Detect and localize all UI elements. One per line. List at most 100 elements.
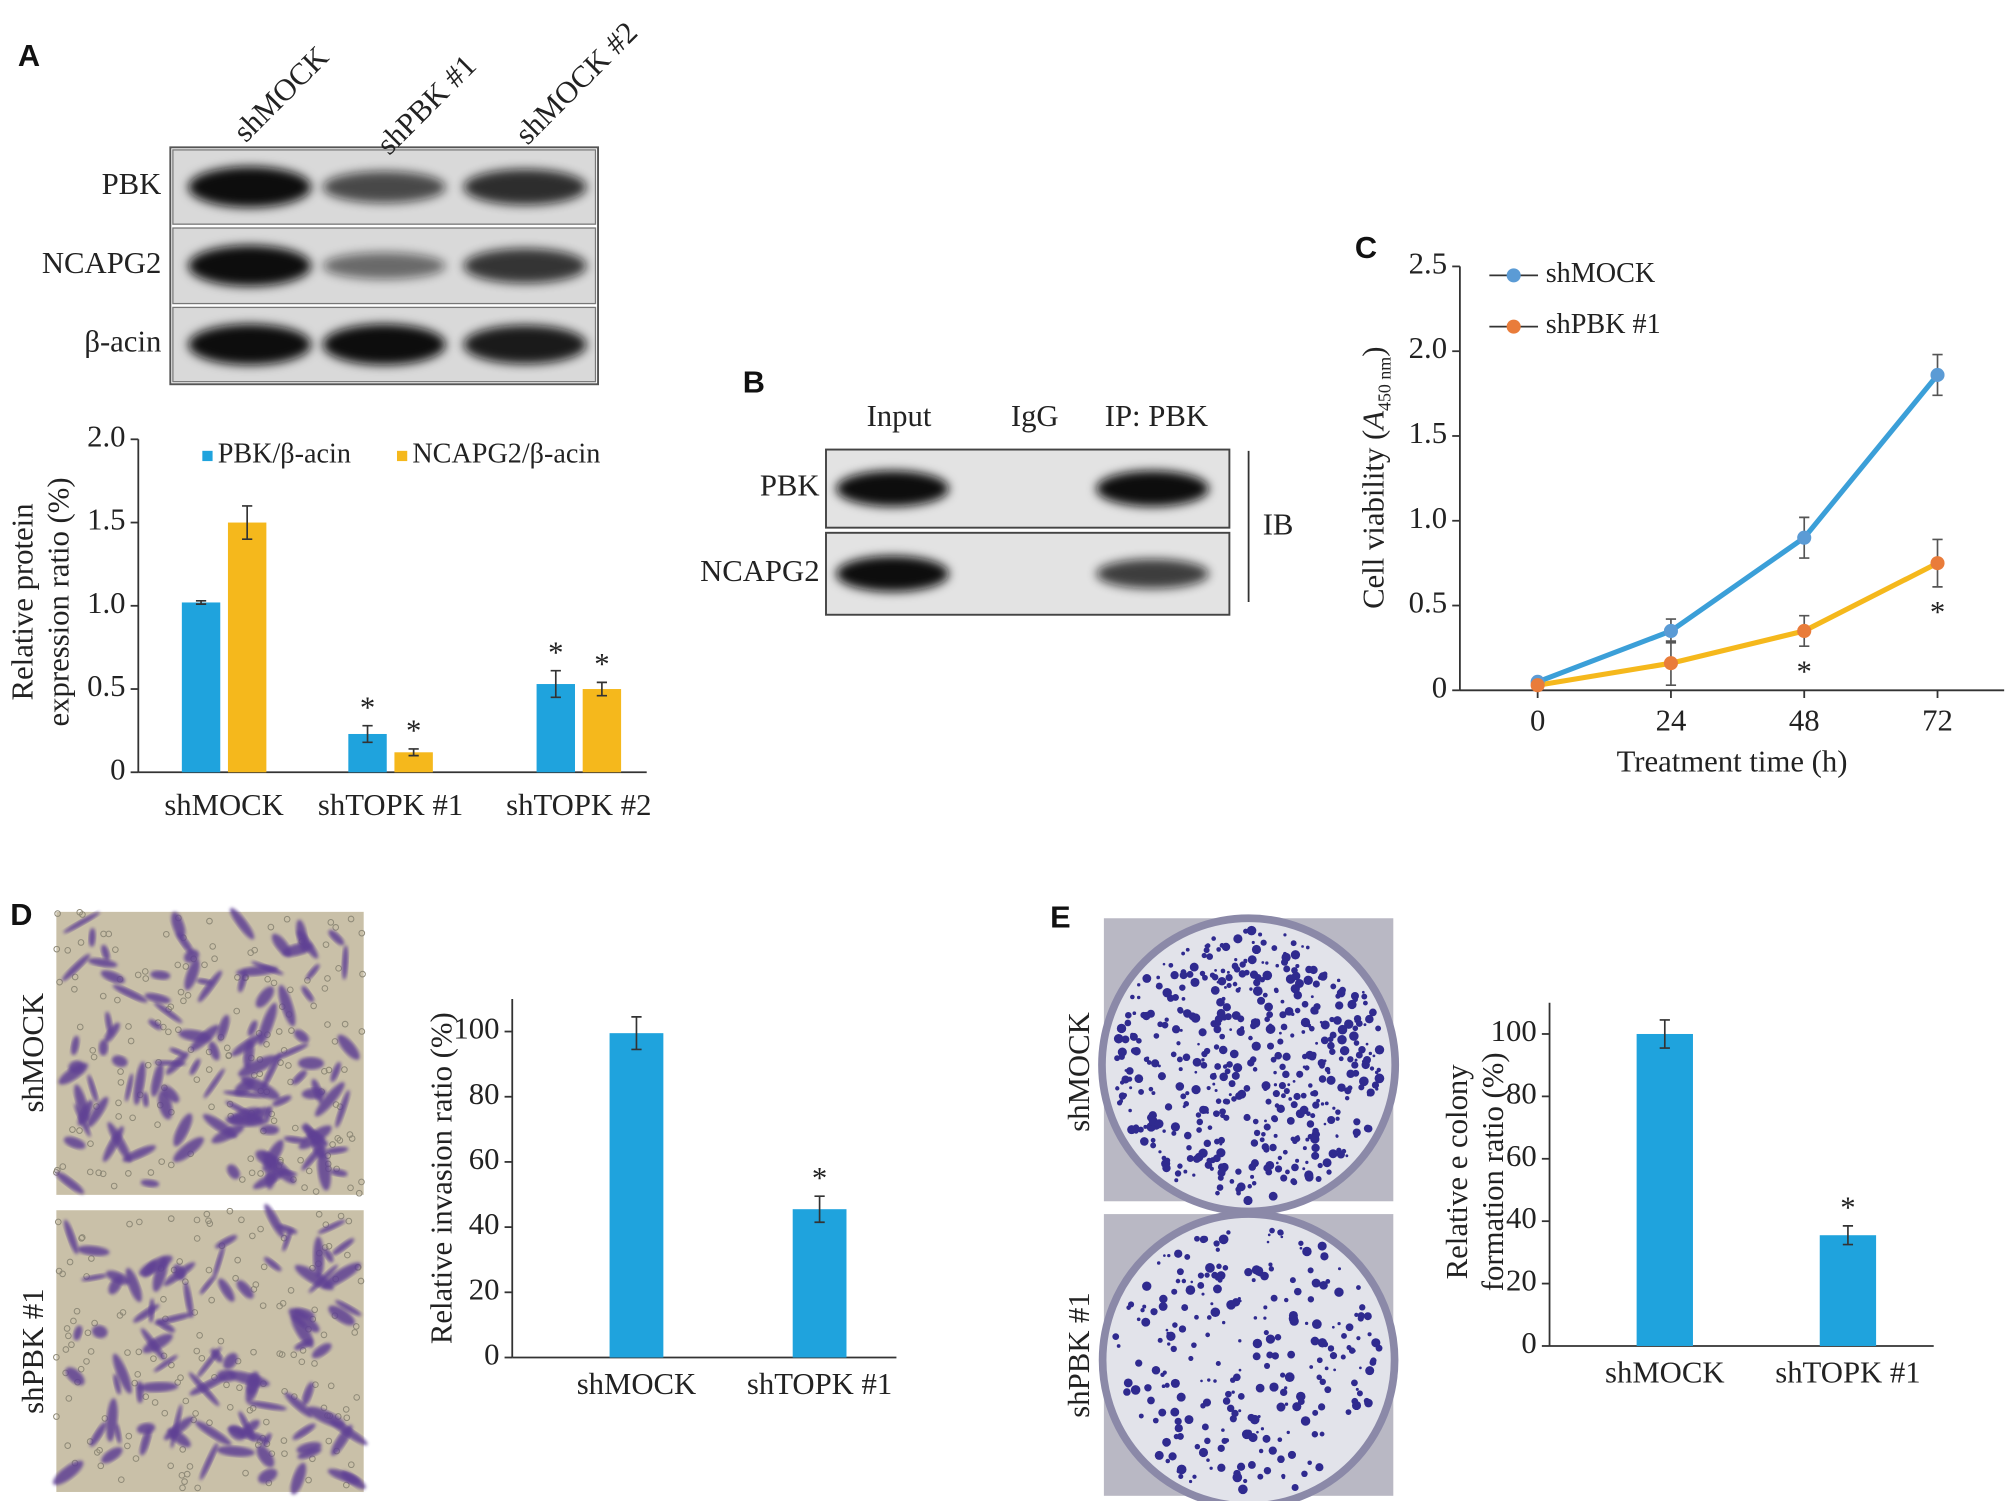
colony [1284,1297,1289,1303]
pore [194,1484,201,1492]
cell [305,964,320,981]
colony [1175,1278,1181,1284]
colony [1257,996,1266,1005]
colony [1289,1277,1296,1284]
colony [1214,969,1217,972]
colony [1356,1285,1361,1290]
colony [1220,1113,1226,1119]
colony [1176,1056,1183,1063]
colony [1327,1036,1334,1043]
pore [233,1007,241,1015]
colony [1284,1386,1288,1390]
colony [1136,1317,1141,1322]
pore [341,1066,348,1073]
colony [1340,1354,1346,1360]
colony [1363,1312,1372,1321]
colony [1185,1285,1196,1295]
point [1663,623,1678,639]
colony [1250,1174,1255,1179]
colony [1258,1448,1264,1454]
colony [1286,1430,1290,1435]
pore [66,1258,74,1266]
colony [1344,1019,1354,1029]
colony [1213,1240,1220,1247]
colony [1264,1002,1273,1012]
point [1530,678,1545,693]
colony [1203,1139,1212,1148]
colony [1365,1366,1375,1376]
pore [234,1256,242,1264]
pore [56,978,63,986]
colony [1268,1191,1278,1201]
colony [1171,1130,1177,1136]
colony [1269,1143,1277,1152]
cell [100,970,125,984]
cell [81,1274,108,1282]
colony [1299,1105,1309,1115]
colony [1179,971,1188,980]
colony [1285,1169,1290,1175]
colony [1165,1328,1169,1332]
colony [1239,961,1246,968]
pore [86,1168,94,1176]
cell [208,1041,220,1061]
pore [283,915,291,923]
cell [114,1423,122,1444]
pore [217,1337,225,1345]
colony [1184,1415,1194,1425]
pore [275,1028,283,1035]
colony [1215,1098,1222,1104]
cell [112,1353,132,1394]
colony [1126,1305,1131,1310]
colony [1251,944,1262,955]
pore [251,946,258,954]
cell [150,970,171,980]
colony [1284,1006,1294,1016]
colony [1201,1292,1205,1296]
pore [335,965,342,972]
colony [1349,1031,1359,1041]
pore [250,1348,257,1356]
colony [1273,1083,1278,1087]
pore [76,1023,84,1031]
bar [227,522,267,773]
colony [1176,1392,1186,1402]
colony [1154,1450,1164,1460]
colony [1324,1101,1329,1106]
error-bar [596,681,608,697]
cell [263,1256,282,1272]
colony [1252,986,1263,996]
pore [259,1302,267,1309]
pore [134,971,142,979]
colony [1130,1385,1141,1395]
bar [609,1033,664,1358]
colony [1170,1407,1180,1417]
colony [1112,1333,1120,1340]
colony [1341,1148,1347,1154]
pore [247,1155,255,1163]
cell [311,1133,326,1159]
cell [288,1308,320,1333]
colony [1310,995,1314,999]
colony [1188,1355,1194,1361]
colony [1308,1025,1315,1032]
cell [86,1096,109,1128]
colony [1198,1028,1207,1037]
colony [1201,1050,1208,1058]
colony [1265,1024,1276,1034]
cell [210,1348,223,1363]
colony [1356,1336,1361,1341]
pore [324,1021,331,1028]
pore [322,941,330,948]
colony [1236,1027,1245,1037]
colony [1293,1287,1302,1296]
y-tick-label: 0 [1432,670,1447,704]
colony [1325,1278,1331,1284]
pore [167,1462,175,1470]
colony [1359,1304,1366,1311]
colony [1215,1020,1222,1027]
error-bar [550,669,561,699]
pore [96,1446,103,1454]
pore [352,1323,360,1330]
